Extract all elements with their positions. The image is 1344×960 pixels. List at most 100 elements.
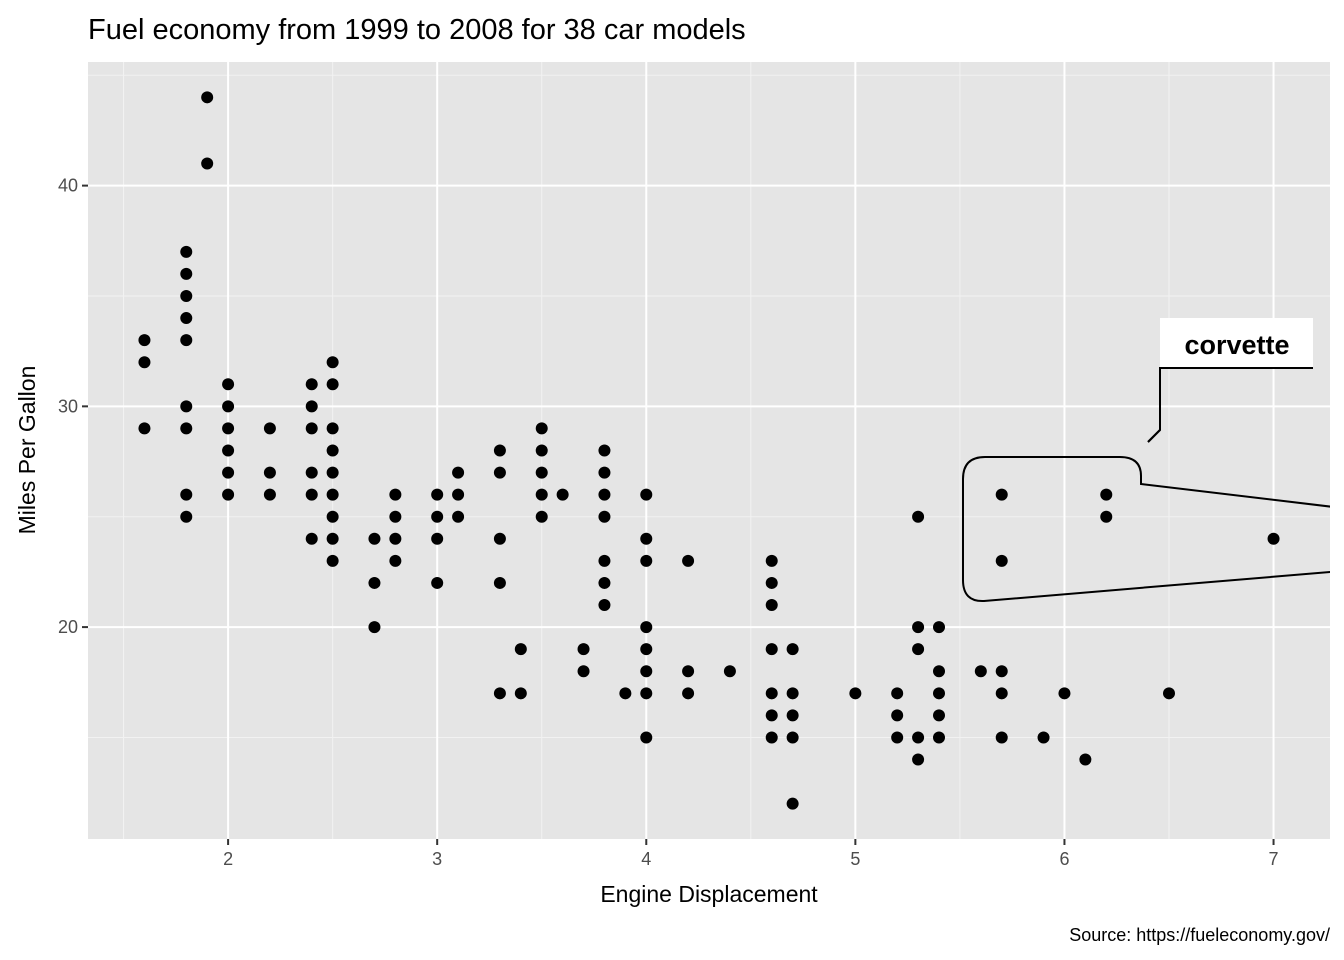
data-point xyxy=(1267,532,1280,545)
data-point xyxy=(912,731,925,744)
data-point xyxy=(577,643,590,656)
data-point xyxy=(368,532,381,545)
data-point xyxy=(180,510,193,523)
data-point xyxy=(723,665,736,678)
data-point xyxy=(263,466,276,479)
data-point xyxy=(389,532,402,545)
data-point xyxy=(305,422,318,435)
data-point xyxy=(368,576,381,589)
data-point xyxy=(138,356,151,369)
data-point xyxy=(765,576,778,589)
data-point xyxy=(535,488,548,501)
data-point xyxy=(389,510,402,523)
data-point xyxy=(326,466,339,479)
data-point xyxy=(493,444,506,457)
data-point xyxy=(493,532,506,545)
data-point xyxy=(640,687,653,700)
data-point xyxy=(452,510,465,523)
data-point xyxy=(180,289,193,302)
data-point xyxy=(1079,753,1092,766)
annotation-label-box xyxy=(1160,318,1313,367)
data-point xyxy=(326,444,339,457)
data-point xyxy=(263,422,276,435)
data-point xyxy=(368,621,381,634)
data-point xyxy=(786,687,799,700)
data-point xyxy=(535,466,548,479)
data-point xyxy=(640,665,653,678)
data-point xyxy=(222,488,235,501)
data-point xyxy=(682,687,695,700)
data-point xyxy=(431,488,444,501)
y-axis-label: Miles Per Gallon xyxy=(14,366,40,535)
data-point xyxy=(682,665,695,678)
data-point xyxy=(619,687,632,700)
corvette-annotation: corvette xyxy=(962,318,1330,603)
data-point xyxy=(326,532,339,545)
y-tick-label: 20 xyxy=(58,617,78,637)
data-point xyxy=(535,444,548,457)
data-point xyxy=(933,665,945,678)
data-point xyxy=(180,422,193,435)
data-point xyxy=(640,554,653,567)
data-point xyxy=(305,466,318,479)
gridlines xyxy=(88,62,1330,839)
data-point xyxy=(389,554,402,567)
data-point xyxy=(765,599,778,612)
points-layer xyxy=(138,91,1280,810)
data-point xyxy=(933,709,945,722)
data-point xyxy=(305,488,318,501)
data-point xyxy=(765,709,778,722)
data-point xyxy=(431,532,444,545)
annotation-label: corvette xyxy=(1184,330,1289,360)
data-point xyxy=(1058,687,1071,700)
data-point xyxy=(222,422,235,435)
data-point xyxy=(577,665,590,678)
data-point xyxy=(326,422,339,435)
x-tick-label: 6 xyxy=(1059,849,1069,869)
data-point xyxy=(222,466,235,479)
data-point xyxy=(180,312,193,325)
data-point xyxy=(535,510,548,523)
data-point xyxy=(912,621,925,634)
data-point xyxy=(201,91,214,104)
data-point xyxy=(598,599,611,612)
data-point xyxy=(682,554,695,567)
data-point xyxy=(765,643,778,656)
data-point xyxy=(974,665,987,678)
data-point xyxy=(305,532,318,545)
data-point xyxy=(493,466,506,479)
data-point xyxy=(891,709,904,722)
x-tick-label: 4 xyxy=(641,849,651,869)
x-tick-label: 5 xyxy=(850,849,860,869)
data-point xyxy=(493,576,506,589)
data-point xyxy=(1100,488,1113,501)
data-point xyxy=(995,687,1008,700)
x-axis-label: Engine Displacement xyxy=(600,881,818,907)
data-point xyxy=(180,267,193,280)
data-point xyxy=(326,356,339,369)
data-point xyxy=(493,687,506,700)
data-point xyxy=(326,510,339,523)
y-tick-label: 30 xyxy=(58,396,78,416)
data-point xyxy=(891,687,904,700)
data-point xyxy=(765,731,778,744)
x-tick-label: 3 xyxy=(432,849,442,869)
data-point xyxy=(598,466,611,479)
data-point xyxy=(431,510,444,523)
data-point xyxy=(180,245,193,258)
data-point xyxy=(765,554,778,567)
data-point xyxy=(452,488,465,501)
data-point xyxy=(912,643,925,656)
data-point xyxy=(535,422,548,435)
chart-title: Fuel economy from 1999 to 2008 for 38 ca… xyxy=(88,14,746,46)
data-point xyxy=(598,576,611,589)
data-point xyxy=(995,731,1008,744)
data-point xyxy=(180,334,193,347)
data-point xyxy=(452,466,465,479)
caption: Source: https://fueleconomy.gov/ xyxy=(1069,925,1330,945)
data-point xyxy=(598,488,611,501)
data-point xyxy=(326,488,339,501)
data-point xyxy=(180,400,193,413)
data-point xyxy=(765,687,778,700)
